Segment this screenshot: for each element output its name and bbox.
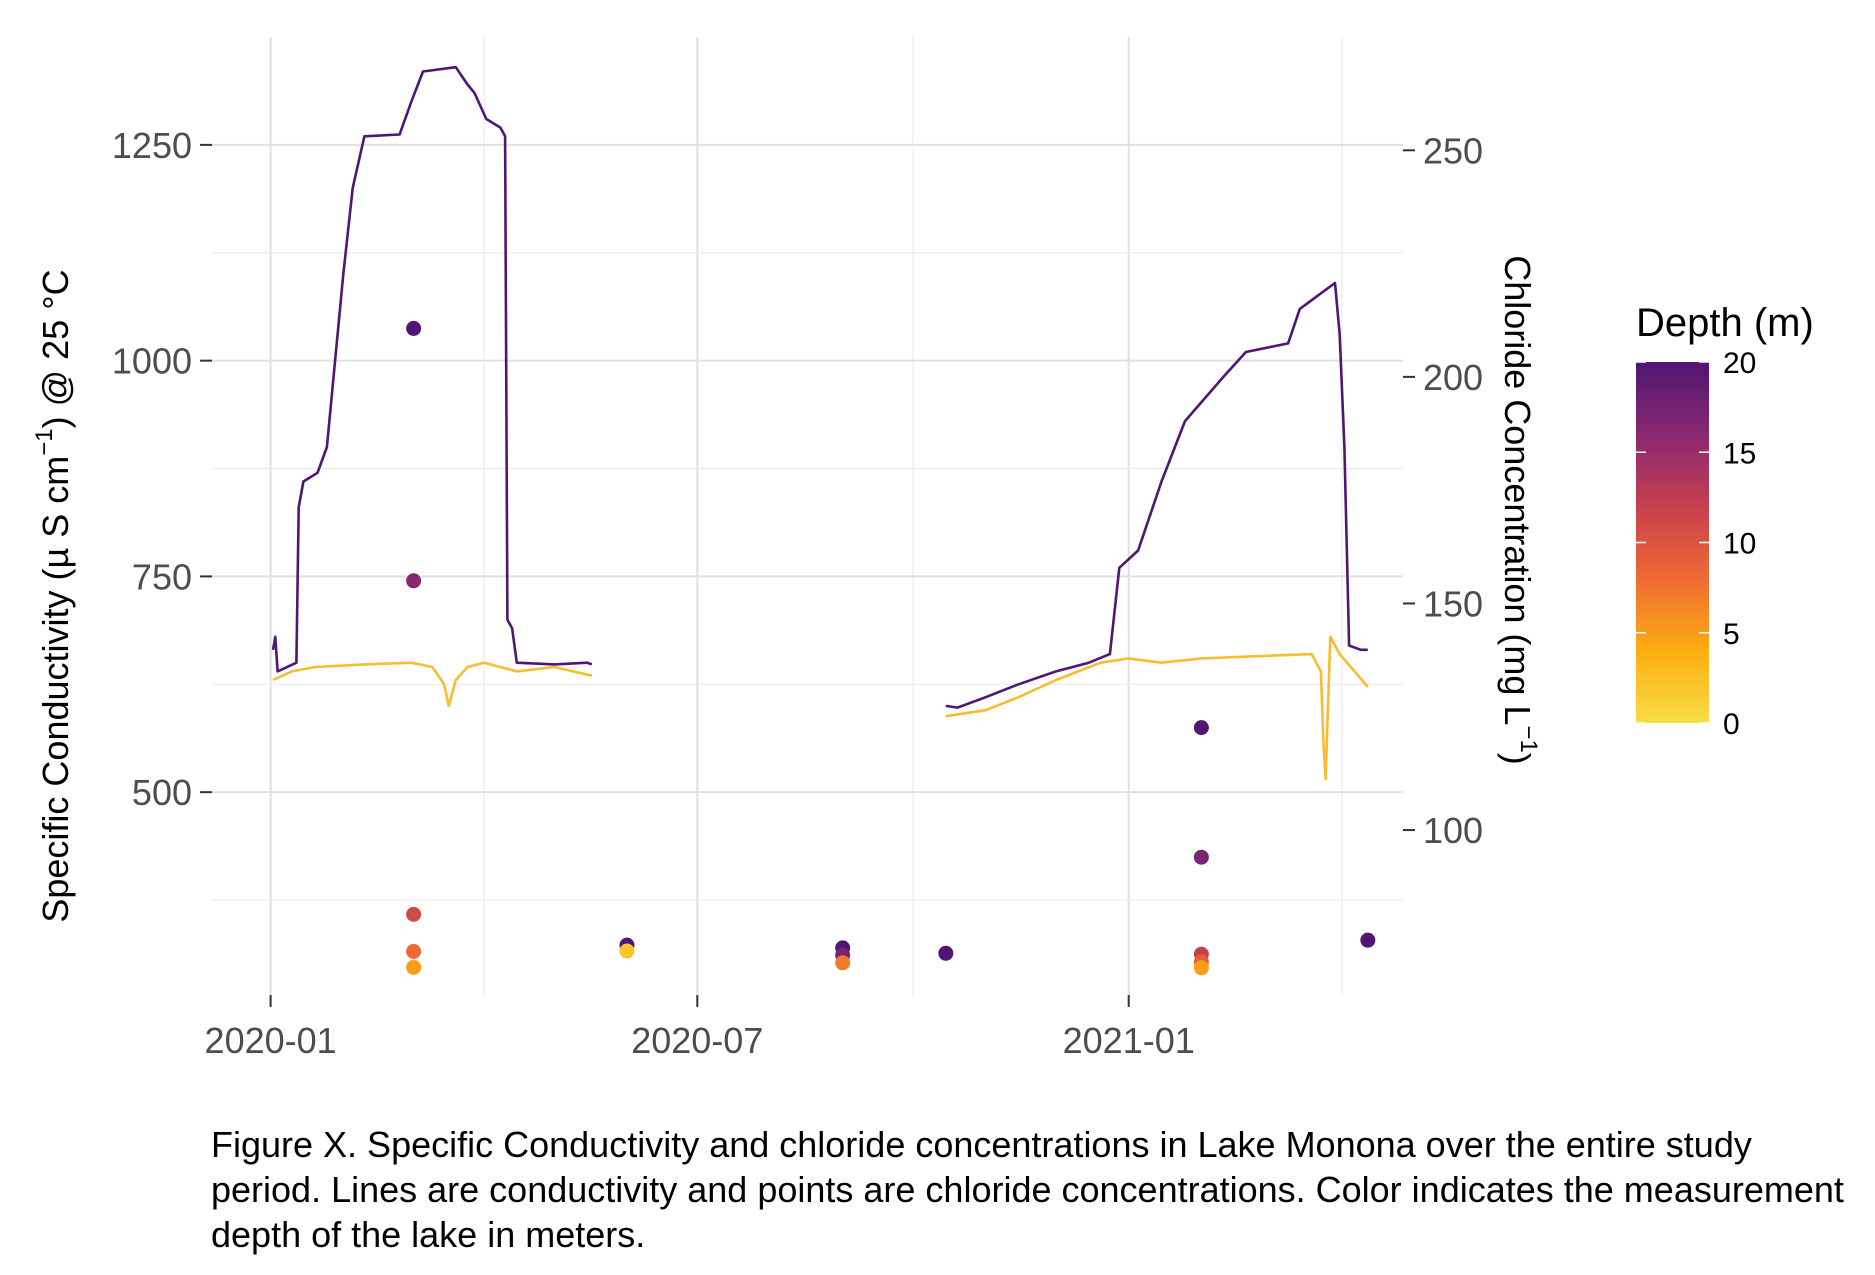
y-right-tick-label: 100 <box>1423 810 1483 851</box>
conductivity-line-depth-0 <box>272 635 1369 781</box>
legend-tick-label: 5 <box>1723 618 1740 651</box>
chloride-point <box>1360 932 1376 948</box>
chloride-point <box>1193 960 1209 976</box>
chloride-point <box>406 320 422 336</box>
legend-tick-label: 15 <box>1723 437 1756 470</box>
chart: 2020-01 2020-07 2021-015007501000125010015… <box>31 37 1814 1061</box>
x-tick-label: 2020-01 <box>205 1020 337 1061</box>
legend-tick-label: 20 <box>1723 347 1756 380</box>
figure-caption: Figure X. Specific Conductivity and chlo… <box>211 1124 1844 1255</box>
y-left-tick-label: 500 <box>132 772 192 813</box>
chloride-point <box>406 943 422 959</box>
conductivity-line-depth-20 <box>271 65 1368 709</box>
legend-colorbar <box>1636 362 1709 723</box>
y-right-tick-label: 250 <box>1423 130 1483 171</box>
chloride-point <box>835 955 851 971</box>
y-axis-left-title: Specific Conductivity (µ S cm−1) @ 25 °C <box>31 269 76 922</box>
chloride-point <box>619 943 635 959</box>
chloride-point <box>1193 849 1209 865</box>
chloride-points <box>406 320 1376 976</box>
chloride-point <box>406 959 422 975</box>
chloride-point <box>938 945 954 961</box>
grid <box>212 37 1403 995</box>
legend: Depth (m) 0 5 10 15 20 <box>1636 301 1814 741</box>
y-left-tick-label: 1000 <box>112 341 192 382</box>
legend-tick-label: 10 <box>1723 528 1756 561</box>
chloride-point <box>1193 720 1209 736</box>
y-left-tick-label: 750 <box>132 556 192 597</box>
legend-ticks: 0 5 10 15 20 <box>1636 347 1756 741</box>
y-left-tick-label: 1250 <box>112 125 192 166</box>
y-right-tick-label: 150 <box>1423 583 1483 624</box>
y-axis-right-title: Chloride Concentration (mg L−1) <box>1497 255 1542 765</box>
chloride-point <box>406 906 422 922</box>
x-tick-label: 2021-01 <box>1063 1020 1195 1061</box>
legend-title: Depth (m) <box>1636 301 1814 345</box>
y-right-tick-label: 200 <box>1423 357 1483 398</box>
axes: 2020-01 2020-07 2021-01 500 750 1000 1250 100 15… <box>112 125 1483 1061</box>
x-tick-label: 2020-07 <box>631 1020 763 1061</box>
legend-tick-label: 0 <box>1723 708 1740 741</box>
chloride-point <box>406 573 422 589</box>
conductivity-lines <box>271 65 1369 781</box>
